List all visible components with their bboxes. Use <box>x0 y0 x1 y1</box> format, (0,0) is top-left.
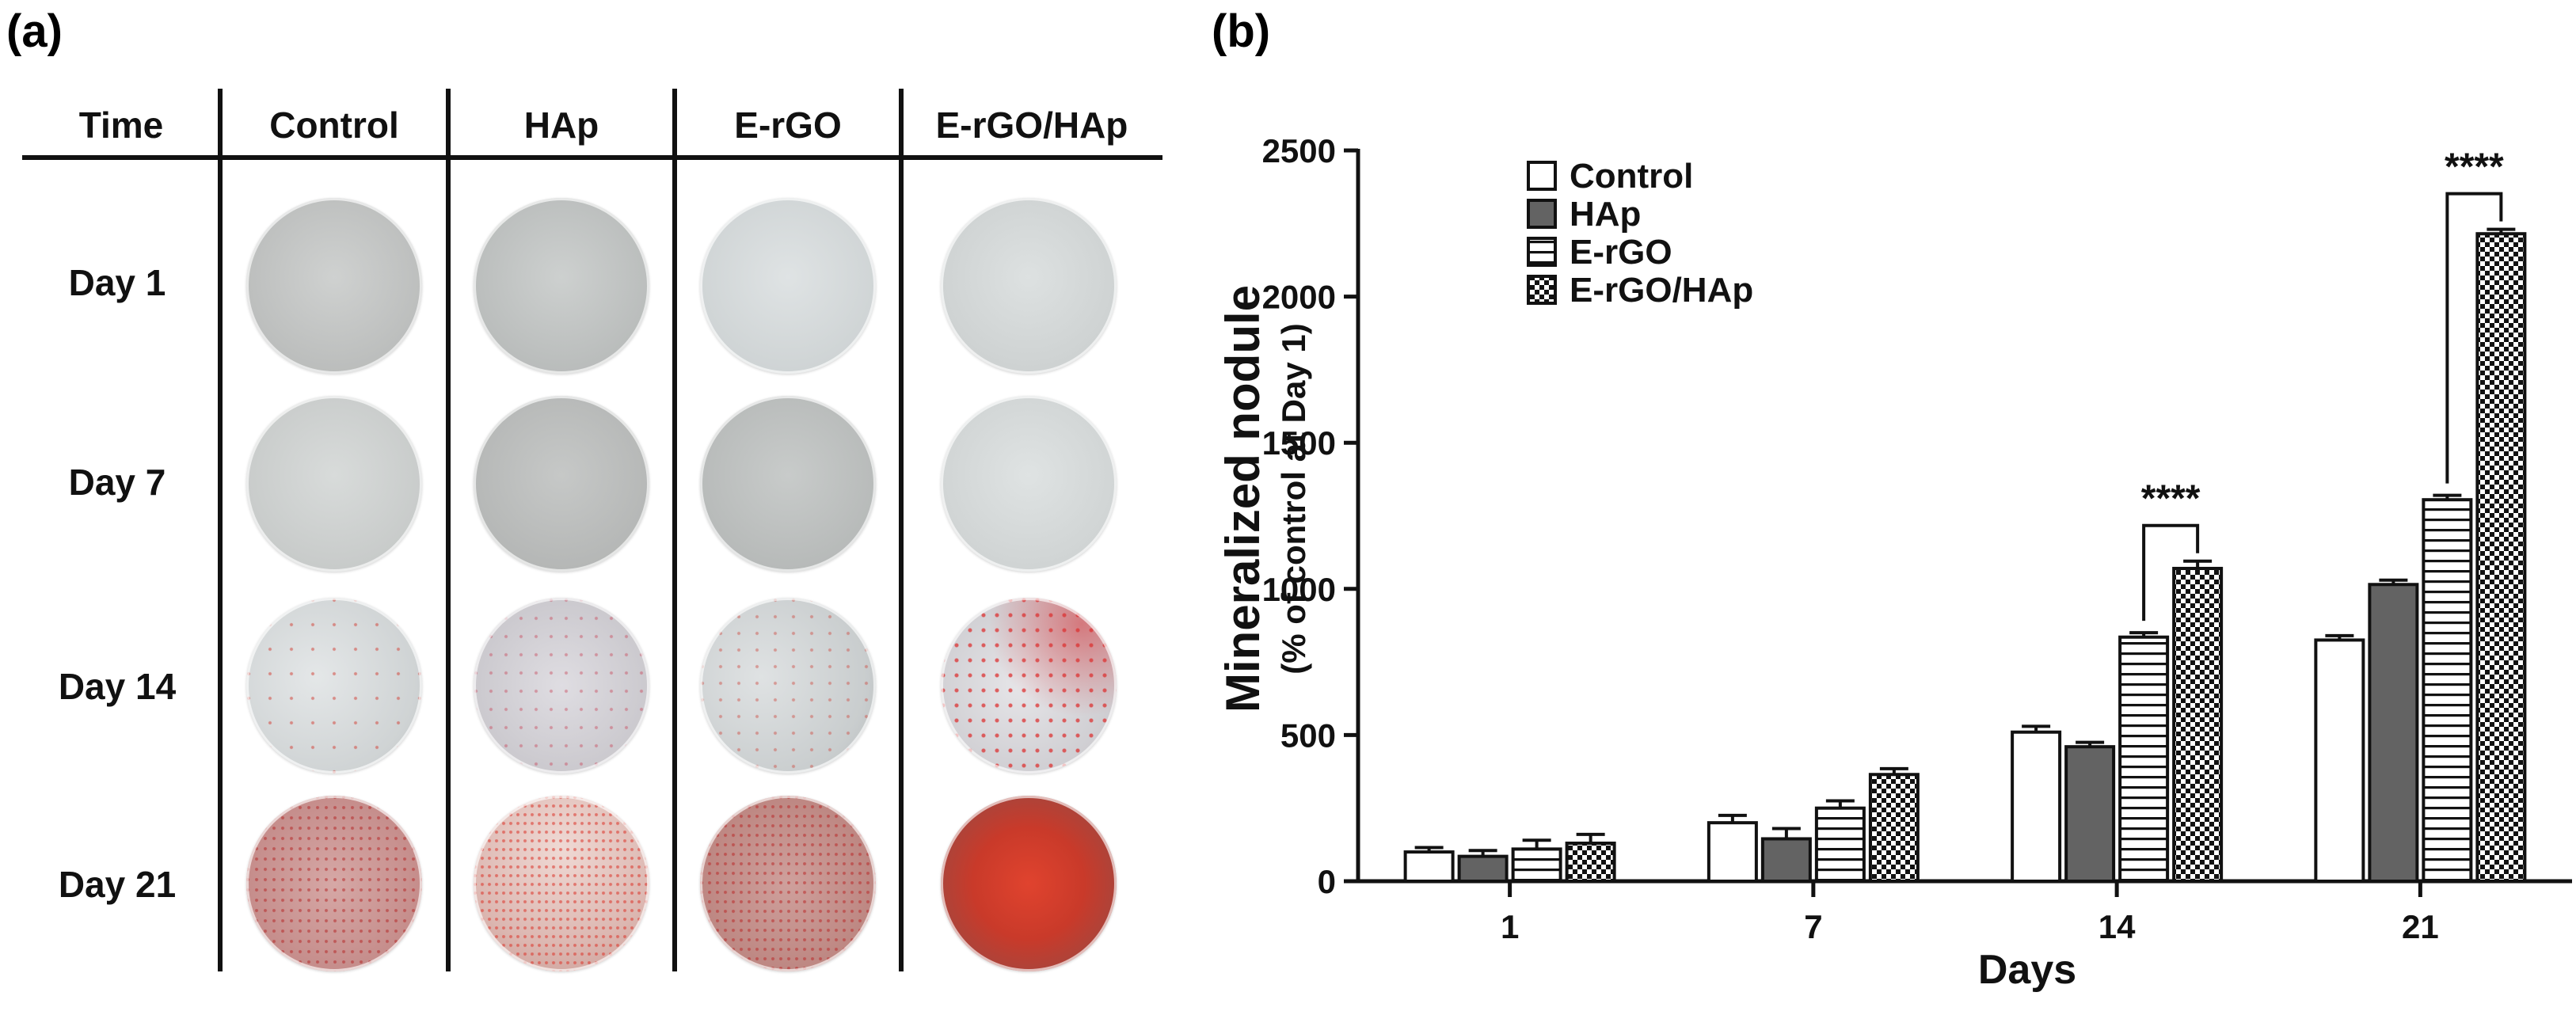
bar-e-rgo-hap <box>2475 232 2527 883</box>
legend-swatch <box>1527 199 1557 229</box>
header-ergo: E-rGO <box>734 105 842 146</box>
y-tick-label: 0 <box>1318 863 1336 900</box>
legend-label: HAp <box>1570 195 1641 234</box>
y-tick-label: 1000 <box>1262 571 1336 608</box>
bar-hap <box>2064 745 2116 884</box>
well-image <box>474 598 649 774</box>
panel-b: (b) Mineralized nodule (% of control at … <box>1188 0 2576 1015</box>
bar-e-rgo <box>1814 806 1866 884</box>
legend-label: E-rGO <box>1570 233 1672 272</box>
legend-swatch <box>1527 275 1557 305</box>
header-control: Control <box>269 105 399 146</box>
bar-control <box>2011 730 2062 884</box>
well-image <box>941 598 1117 774</box>
significance-bracket <box>2445 192 2503 484</box>
y-axis-label: Mineralized nodule <box>1216 285 1269 713</box>
header-ergo-hap: E-rGO/HAp <box>935 105 1128 146</box>
bar-e-rgo-hap <box>1868 773 1920 883</box>
well-image <box>700 198 876 374</box>
legend-swatch <box>1527 237 1557 267</box>
significance-bracket <box>2142 523 2200 622</box>
panel-b-label: (b) <box>1212 6 1271 57</box>
row-label-day-21: Day 21 <box>58 864 177 905</box>
x-axis-label: Days <box>1978 947 2076 993</box>
panel-a-label: (a) <box>6 6 63 57</box>
legend-swatch <box>1527 161 1557 191</box>
bar-hap <box>1760 837 1812 883</box>
column-divider <box>899 89 904 971</box>
bar-control <box>2314 638 2365 883</box>
panel-a: (a) Time Control HAp E-rGO E-rGO/HAp Day… <box>0 0 1188 1015</box>
row-label-day-14: Day 14 <box>58 666 177 707</box>
well-image <box>246 396 422 572</box>
significance-stars: **** <box>2141 478 2201 520</box>
tick-labels: 0 500 1000 1500 2000 2500 1 7 14 21 <box>1262 132 2439 945</box>
well-image <box>246 198 422 374</box>
bar-e-rgo-hap <box>1565 842 1616 884</box>
bar-e-rgo <box>2422 498 2473 883</box>
column-divider <box>446 89 451 971</box>
bar-chart: Mineralized nodule (% of control at Day … <box>1216 132 2572 993</box>
well-image <box>474 796 649 971</box>
x-tick-label: 7 <box>1804 908 1822 945</box>
well-image <box>474 396 649 572</box>
x-tick-label: 1 <box>1501 908 1519 945</box>
well-image <box>700 796 876 971</box>
bar-control <box>1707 821 1758 884</box>
bar-control <box>1403 850 1455 883</box>
well-image <box>700 598 876 774</box>
significance-annotations: **** **** <box>2141 146 2504 622</box>
y-tick-label: 2500 <box>1262 132 1336 169</box>
well-image <box>941 396 1117 572</box>
well-image <box>246 598 422 774</box>
well-image <box>246 796 422 971</box>
well-image <box>700 396 876 572</box>
well-image <box>941 796 1117 971</box>
bar-hap <box>1457 854 1509 884</box>
y-tick-label: 2000 <box>1262 279 1336 316</box>
bars <box>1403 227 2527 884</box>
y-tick-label: 500 <box>1280 717 1336 754</box>
legend-label: E-rGO/HAp <box>1570 271 1753 310</box>
header-hap: HAp <box>523 105 599 146</box>
y-axis-sublabel: (% of control at Day 1) <box>1275 323 1312 674</box>
column-divider <box>218 89 223 971</box>
header-time: Time <box>78 105 164 146</box>
row-label-day-1: Day 1 <box>68 262 166 303</box>
bar-hap <box>2368 583 2419 884</box>
bar-e-rgo-hap <box>2172 566 2224 883</box>
row-label-day-7: Day 7 <box>68 462 166 503</box>
bar-e-rgo <box>2118 635 2170 884</box>
x-tick-label: 21 <box>2402 908 2439 945</box>
well-image <box>941 198 1117 374</box>
well-image <box>474 198 649 374</box>
bar-e-rgo <box>1511 847 1562 883</box>
column-divider <box>672 89 677 971</box>
legend-label: Control <box>1570 157 1693 196</box>
significance-stars: **** <box>2445 146 2504 188</box>
x-tick-label: 14 <box>2098 908 2136 945</box>
y-tick-label: 1500 <box>1262 424 1336 462</box>
header-divider <box>22 155 1162 160</box>
